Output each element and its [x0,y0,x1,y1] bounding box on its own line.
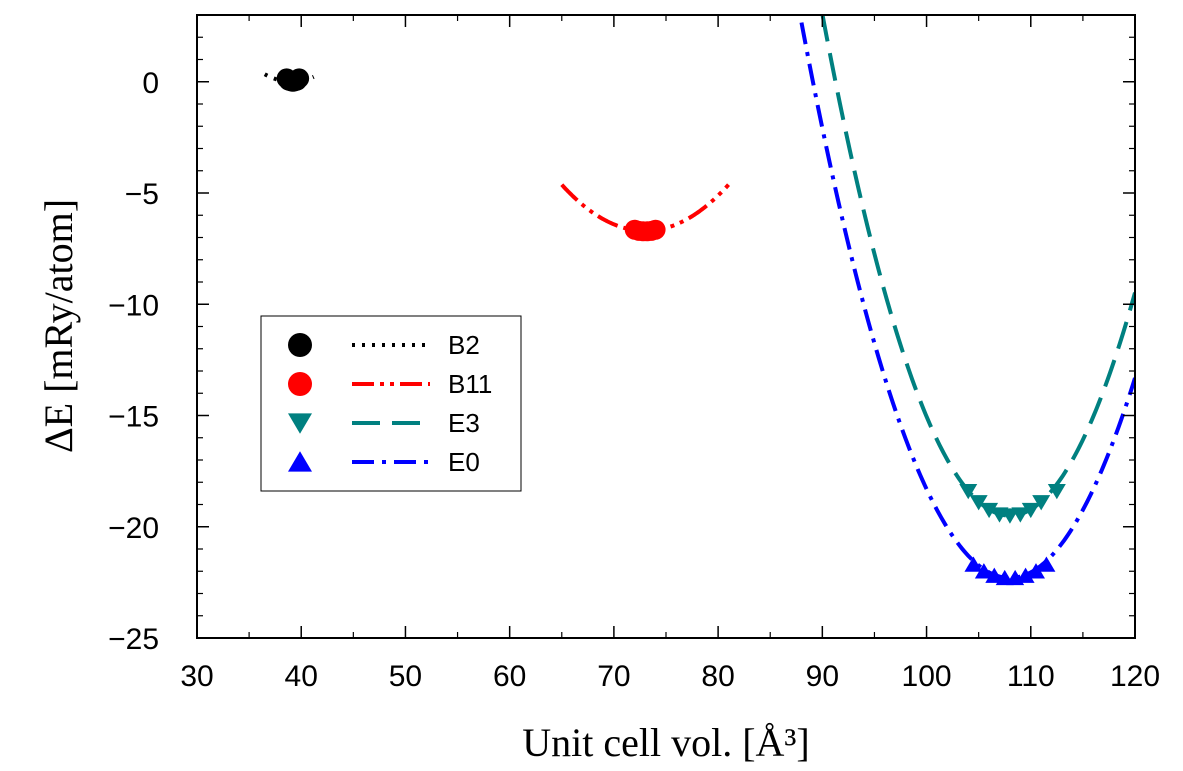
curve-e0 [799,22,1135,580]
marker-e0-1 [974,563,993,579]
marker-e3-7 [1032,495,1051,511]
legend: B2 B11 E3 E0 [260,315,522,492]
x-tick-label: 80 [701,660,734,693]
marker-e0-7 [1037,556,1056,572]
fit-curves [263,15,1135,580]
marker-b11-5 [645,219,666,240]
marker-e0-2 [985,567,1004,583]
marker-b2-6 [289,68,310,89]
x-tick-label: 110 [1007,660,1055,693]
y-tick-label: −15 [108,401,159,434]
legend-entries: B2 B11 E3 E0 [288,330,492,477]
y-tick-label: −5 [125,178,159,211]
y-axis-title: ΔE [mRy/atom] [36,199,81,453]
marker-e0-0 [964,556,983,572]
y-tick-label: −10 [108,289,159,322]
legend-label-e0: E0 [448,447,480,477]
marker-e3-1 [969,495,988,511]
marker-e3-6 [1021,502,1040,519]
y-tick-label: −25 [108,623,159,656]
y-tick-label: 0 [142,67,159,100]
marker-e3-0 [959,483,978,500]
marker-e3-5 [1011,507,1030,523]
x-tick-label: 50 [389,660,422,693]
marker-e3-8 [1047,483,1066,500]
x-tick-label: 60 [493,660,526,693]
legend-marker-b2 [288,333,312,357]
x-tick-label: 40 [285,660,318,693]
legend-label-b11: B11 [448,369,492,399]
marker-e0-6 [1026,563,1045,579]
axes: 30 40 50 60 70 80 90 100 110 120 0 −5 −10 −15 −20 −25 [108,14,1160,693]
marker-e3-2 [980,502,999,519]
x-axis-title: Unit cell vol. [Å³] [522,720,809,765]
legend-label-e3: E3 [448,408,480,438]
x-tick-label: 30 [180,660,213,693]
x-tick-label: 120 [1110,660,1160,693]
data-markers [276,68,1066,586]
marker-e0-5 [1016,567,1035,583]
legend-marker-e3 [288,413,312,434]
legend-marker-e0 [288,451,312,472]
y-tick-label: −20 [108,512,159,545]
legend-label-b2: B2 [448,330,480,360]
x-tick-label: 100 [902,660,952,693]
x-tick-label: 90 [806,660,839,693]
x-tick-label: 70 [597,660,630,693]
legend-marker-b11 [288,372,312,396]
curve-e3 [820,15,1135,518]
